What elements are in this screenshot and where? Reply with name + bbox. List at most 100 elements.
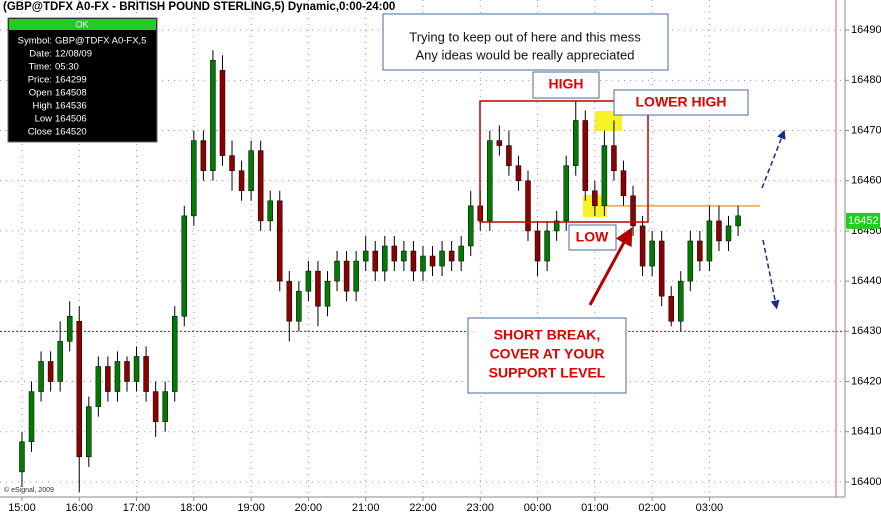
info-value: 164508 xyxy=(55,88,87,99)
reference-lines xyxy=(0,205,845,332)
candle-body xyxy=(286,280,293,322)
note-callout: Trying to keep out of here and this mess… xyxy=(382,13,669,71)
candle-body xyxy=(238,170,245,192)
candle-body xyxy=(171,316,178,392)
candle-body xyxy=(649,240,655,267)
candle-body xyxy=(343,260,350,292)
candle-body xyxy=(391,245,398,262)
candle-body xyxy=(191,140,197,217)
candle-body xyxy=(467,205,474,247)
candle-body xyxy=(305,270,312,292)
info-value: 164299 xyxy=(55,75,87,86)
candle-body xyxy=(181,215,188,317)
candle-body xyxy=(95,366,102,407)
y-tick-label: 16400 xyxy=(851,476,881,488)
arrow xyxy=(588,227,633,306)
candle-body xyxy=(219,70,226,156)
candle-body xyxy=(716,220,722,242)
short-break-label: SUPPORT LEVEL xyxy=(489,365,606,381)
label-box xyxy=(467,317,627,394)
candle-body xyxy=(429,255,436,267)
arrow xyxy=(762,239,780,310)
candle-body xyxy=(553,220,560,232)
x-tick-label: 15:00 xyxy=(8,502,36,514)
y-tick-label: 16480 xyxy=(851,74,881,86)
candle-body xyxy=(162,391,168,422)
candle-body xyxy=(458,245,464,262)
candle-body xyxy=(410,250,417,272)
note-text: Any ideas would be really appreciated xyxy=(416,47,635,62)
axes: 1640016410164201643016440164501646016470… xyxy=(8,24,881,514)
candle-body xyxy=(735,215,741,227)
candle-body xyxy=(515,165,522,181)
candle-body xyxy=(143,356,149,392)
info-label: Time: xyxy=(29,62,52,73)
candle-body xyxy=(611,145,617,171)
candles xyxy=(19,50,741,492)
y-tick-label: 16460 xyxy=(851,175,881,187)
x-tick-label: 16:00 xyxy=(65,502,93,514)
candle-body xyxy=(572,120,579,166)
candle-body xyxy=(487,140,493,222)
candle-body xyxy=(534,230,541,262)
candle-body xyxy=(697,240,703,262)
candle-body xyxy=(277,200,283,282)
candle-body xyxy=(334,260,340,282)
candle-body xyxy=(439,250,445,267)
short-break-label: COVER AT YOUR xyxy=(490,346,605,362)
candle-body xyxy=(401,250,407,262)
info-value: 164506 xyxy=(55,114,87,125)
candle-body xyxy=(315,270,321,307)
candle-body xyxy=(678,280,684,322)
candle-body xyxy=(362,250,369,262)
candle-body xyxy=(105,366,111,392)
candle-body xyxy=(324,280,331,307)
x-tick-label: 23:00 xyxy=(466,502,494,514)
candle-body xyxy=(544,230,550,262)
info-label: Close xyxy=(28,127,52,138)
candle-body xyxy=(38,361,44,392)
info-value: 164520 xyxy=(55,127,87,138)
info-value: GBP@TDFX A0-FX,5 xyxy=(55,36,146,47)
y-tick-label: 16440 xyxy=(851,275,881,287)
x-tick-label: 03:00 xyxy=(696,502,724,514)
candle-body xyxy=(57,341,63,382)
x-tick-label: 21:00 xyxy=(352,502,380,514)
info-box-bg xyxy=(7,17,158,143)
last-price-label: 16452 xyxy=(848,215,879,227)
x-tick-label: 18:00 xyxy=(180,502,208,514)
candle-body xyxy=(133,356,140,382)
candle-body xyxy=(124,361,130,382)
highlight xyxy=(595,111,622,131)
candle-body xyxy=(353,260,359,292)
candle-body xyxy=(668,295,674,322)
info-box-header: OK xyxy=(75,19,88,29)
range-box xyxy=(479,100,649,223)
candle-body xyxy=(496,140,503,146)
candle-body xyxy=(200,140,207,171)
candle-body xyxy=(229,155,235,171)
grid xyxy=(0,0,845,497)
x-tick-label: 01:00 xyxy=(581,502,609,514)
candle-body xyxy=(687,240,694,282)
candle-body xyxy=(152,391,159,422)
x-tick-label: 00:00 xyxy=(524,502,552,514)
info-value: 05:30 xyxy=(55,62,79,73)
x-tick-label: 17:00 xyxy=(123,502,151,514)
y-tick-label: 16410 xyxy=(851,426,881,438)
label-box xyxy=(532,71,600,99)
x-tick-label: 20:00 xyxy=(295,502,323,514)
info-label: Price: xyxy=(28,75,52,86)
arrow xyxy=(761,129,786,189)
candle-body xyxy=(592,190,598,207)
copyright: © eSignal, 2009 xyxy=(4,486,54,494)
short-break-label: SHORT BREAK, xyxy=(494,327,601,343)
candle-body xyxy=(725,225,732,242)
candle-body xyxy=(19,441,25,473)
lower-high-label: LOWER HIGH xyxy=(636,94,727,110)
chart-title: (GBP@TDFX A0-FX - BRITISH POUND STERLING… xyxy=(3,1,395,13)
y-tick-label: 16430 xyxy=(851,325,881,337)
candle-body xyxy=(267,200,273,222)
